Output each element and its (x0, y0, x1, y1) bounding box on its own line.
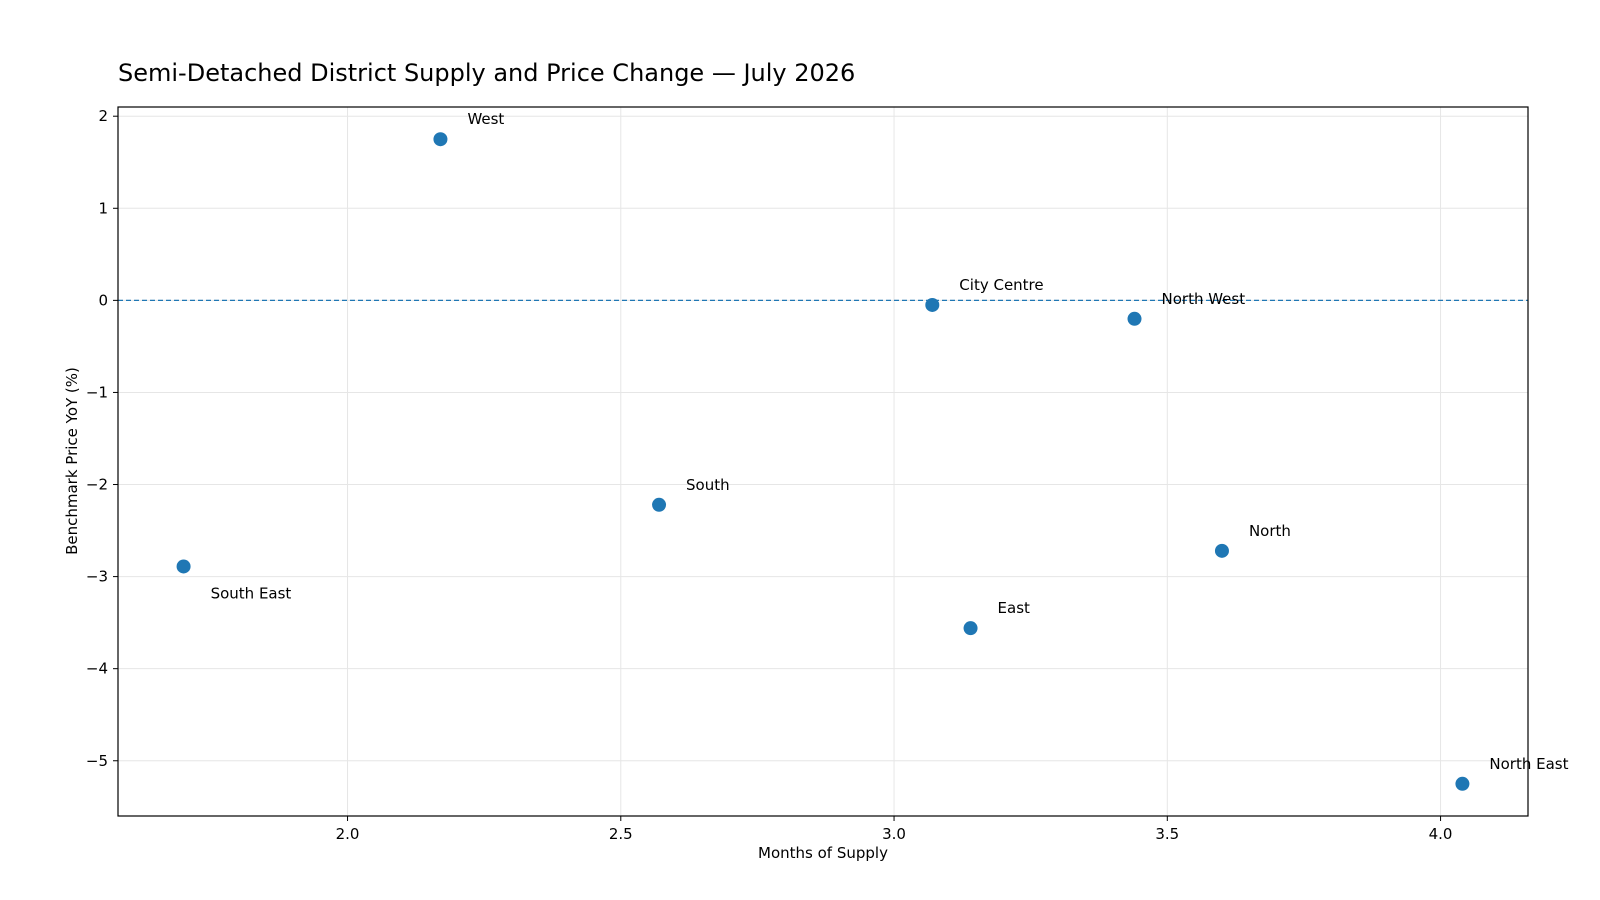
data-point (925, 297, 940, 312)
y-axis-label: Benchmark Price YoY (%) (63, 367, 81, 555)
y-tick-label: −2 (86, 476, 108, 494)
data-point (652, 497, 667, 512)
data-point (1127, 311, 1142, 326)
y-tick-label: −5 (86, 752, 108, 770)
data-point (1214, 543, 1229, 558)
data-point (1455, 776, 1470, 791)
x-tick-label: 4.0 (1429, 825, 1453, 843)
y-tick-label: −4 (86, 660, 108, 678)
y-tick-label: −3 (86, 568, 108, 586)
point-label: West (467, 110, 504, 128)
x-tick-label: 2.5 (609, 825, 633, 843)
grid (118, 107, 1528, 816)
x-axis-label: Months of Supply (758, 844, 888, 862)
x-axis: 2.0 2.5 3.0 3.5 4.0 (336, 816, 1453, 843)
chart-title: Semi-Detached District Supply and Price … (118, 59, 855, 87)
data-point (433, 132, 448, 147)
y-tick-label: 2 (98, 107, 108, 125)
point-label: North West (1162, 290, 1246, 308)
point-label: East (998, 599, 1030, 617)
x-tick-label: 3.0 (882, 825, 906, 843)
point-label: South (686, 476, 730, 494)
y-tick-label: −1 (86, 383, 108, 401)
data-point (176, 559, 191, 574)
data-point (963, 621, 978, 636)
x-tick-label: 2.0 (336, 825, 360, 843)
y-tick-label: 0 (98, 291, 108, 309)
point-label: City Centre (959, 276, 1043, 294)
point-label: North East (1489, 755, 1568, 773)
y-tick-label: 1 (98, 199, 108, 217)
point-label: South East (211, 584, 292, 602)
y-axis: 2 1 0 −1 −2 −3 −4 −5 (86, 107, 118, 770)
point-labels: West City Centre North West South South East… (211, 110, 1569, 773)
data-points (176, 132, 1470, 791)
point-label: North (1249, 522, 1291, 540)
x-tick-label: 3.5 (1155, 825, 1179, 843)
plot-frame (117, 106, 1529, 817)
